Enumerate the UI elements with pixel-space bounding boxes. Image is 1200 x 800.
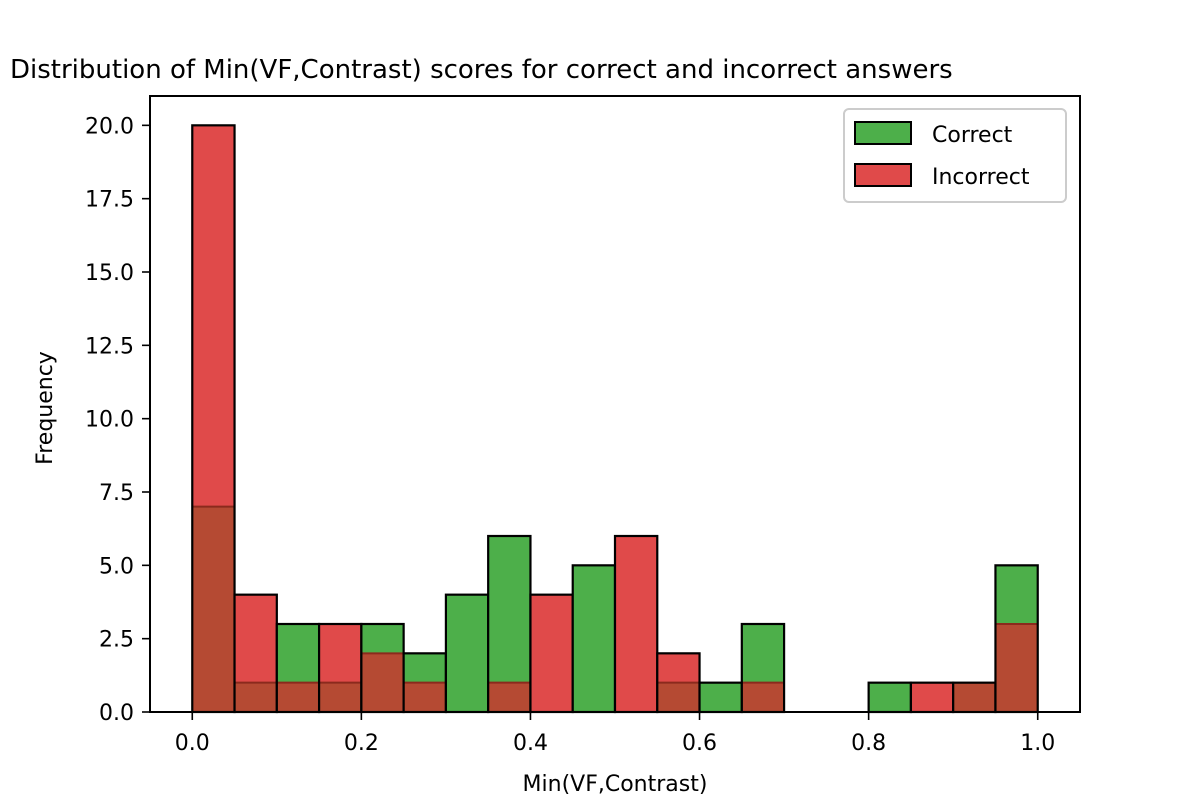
histogram-bar (699, 682, 742, 712)
y-tick-label: 12.5 (85, 334, 134, 359)
histogram-bar (530, 594, 573, 712)
y-tick-label: 7.5 (99, 481, 134, 506)
x-tick-label: 1.0 (1020, 731, 1055, 756)
y-tick-label: 2.5 (99, 628, 134, 653)
histogram-bar (361, 624, 404, 654)
y-tick-label: 5.0 (99, 554, 134, 579)
y-tick-label: 20.0 (85, 114, 134, 139)
histogram-bars (191, 124, 1039, 714)
histogram-bar (995, 565, 1038, 624)
y-tick-label: 15.0 (85, 261, 134, 286)
y-tick-label: 10.0 (85, 408, 134, 433)
x-tick-label: 0.8 (851, 731, 886, 756)
axes: 0.0 0.2 0.4 0.6 0.8 1.0 0.0 2.5 5.0 7.5 10.0 12.5 15… (85, 95, 1081, 756)
histogram-bar-overlap (276, 682, 320, 712)
chart-title: Distribution of Min(VF,Contrast) scores … (10, 55, 953, 85)
histogram-bar-overlap (953, 682, 996, 712)
legend-label: Incorrect (932, 165, 1030, 190)
x-tick-label: 0.0 (175, 731, 210, 756)
x-tick-label: 0.4 (513, 731, 548, 756)
legend: Correct Incorrect (843, 108, 1067, 203)
histogram-bar-overlap (657, 682, 700, 712)
histogram-bar (741, 624, 785, 683)
histogram-bar (276, 624, 320, 683)
histogram-bar-overlap (234, 682, 277, 712)
histogram-bar (488, 536, 531, 683)
x-tick-label: 0.6 (682, 731, 717, 756)
y-axis-label: Frequency (33, 351, 58, 465)
histogram-bar (192, 125, 235, 507)
y-tick-label: 17.5 (85, 188, 134, 213)
legend-label: Correct (932, 123, 1013, 148)
plot-frame (149, 95, 1081, 713)
histogram-bar-overlap (361, 653, 404, 712)
histogram-bar (657, 653, 700, 683)
histogram-bar (445, 594, 489, 712)
x-tick-label: 0.2 (344, 731, 379, 756)
legend-swatch (854, 163, 912, 187)
histogram-bar (615, 536, 658, 712)
histogram-bar (234, 594, 277, 683)
histogram-bar (868, 682, 911, 712)
histogram-bar (910, 682, 954, 712)
histogram-bar-overlap (741, 682, 785, 712)
y-tick-label: 0.0 (99, 701, 134, 726)
x-axis-label: Min(VF,Contrast) (523, 772, 708, 797)
histogram-bar (403, 653, 446, 683)
histogram-bar-overlap (319, 682, 362, 712)
histogram-bar-overlap (403, 682, 446, 712)
histogram-bar-overlap (995, 624, 1038, 712)
legend-swatch (854, 121, 912, 145)
histogram-bar-overlap (192, 506, 235, 712)
histogram-bar (319, 624, 362, 683)
histogram-bar-overlap (488, 682, 531, 712)
histogram-bar (572, 565, 615, 712)
